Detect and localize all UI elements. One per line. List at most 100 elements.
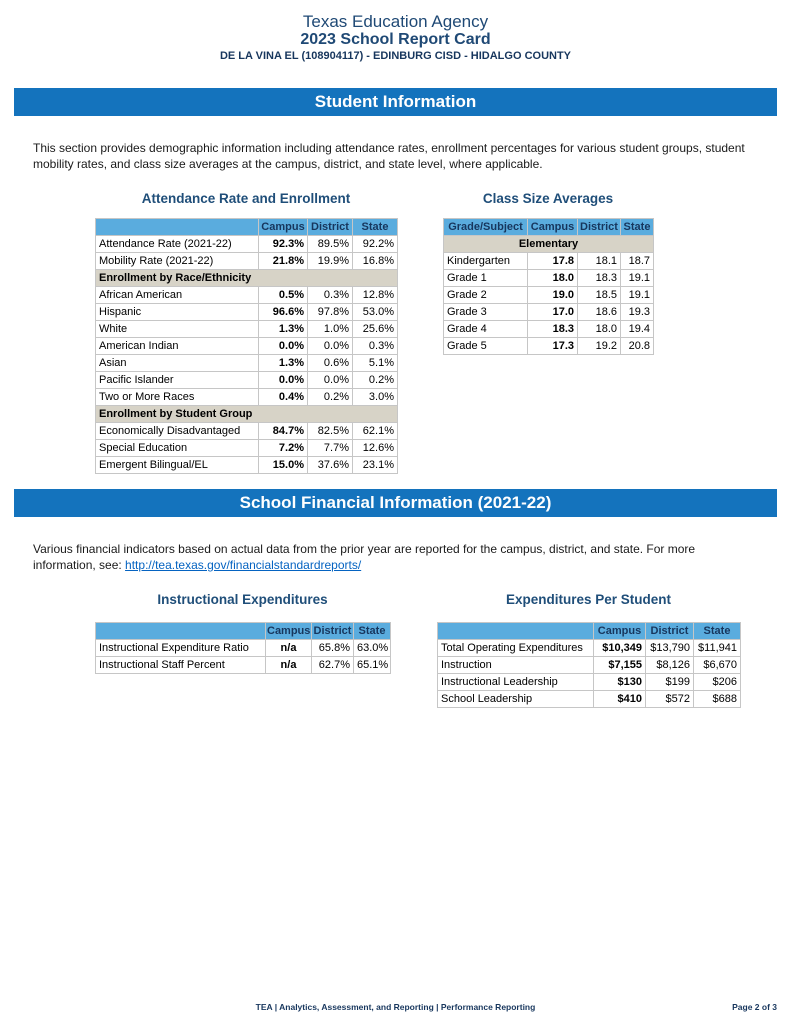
campus-value: n/a [265,639,312,657]
district-value: 1.0% [307,320,353,338]
column-header-blank [95,218,259,236]
agency-name: Texas Education Agency [302,12,489,31]
column-header-district: District [311,622,354,640]
campus-value: n/a [265,656,312,674]
state-value: 3.0% [352,388,398,406]
state-value: 20.8 [620,337,654,355]
table-row: Instruction $7,155 $8,126 $6,670 [437,656,741,674]
district-value: 65.8% [311,639,354,657]
state-value: 65.1% [353,656,391,674]
state-value: 25.6% [352,320,398,338]
district-value: 18.1 [577,252,621,270]
campus-value: 17.8 [527,252,578,270]
row-label: Mobility Rate (2021-22) [95,252,259,270]
expenditures-per-student-table: Campus District State Total Operating Expen… [437,622,741,708]
table-row: White 1.3% 1.0% 25.6% [95,320,398,338]
table-row: Total Operating Expenditures $10,349 $13,7… [437,639,741,657]
district-value: $199 [645,673,694,691]
row-label: School Leadership [437,690,594,708]
table-header-row: Grade/Subject Campus District State [443,218,654,236]
state-value: 18.7 [620,252,654,270]
section-label: Elementary [443,235,654,253]
table-row: Pacific Islander 0.0% 0.0% 0.2% [95,371,398,389]
table-row: Two or More Races 0.4% 0.2% 3.0% [95,388,398,406]
campus-value: 18.3 [527,320,578,338]
campus-value: $7,155 [593,656,646,674]
column-header-district: District [577,218,621,236]
campus-value: $10,349 [593,639,646,657]
state-value: 0.3% [352,337,398,355]
row-label: African American [95,286,259,304]
row-label: Instructional Staff Percent [95,656,266,674]
state-value: $688 [693,690,741,708]
class-size-averages-table: Grade/Subject Campus District State Elementa… [443,218,654,355]
classsize-table-title: Class Size Averages [482,191,614,206]
state-value: 0.2% [352,371,398,389]
row-label: Grade 2 [443,286,528,304]
campus-value: 84.7% [258,422,308,440]
row-label: American Indian [95,337,259,355]
section-label: Enrollment by Student Group [95,405,398,423]
row-label: Instruction [437,656,594,674]
table-row: Mobility Rate (2021-22) 21.8% 19.9% 16.8% [95,252,398,270]
section-label: Enrollment by Race/Ethnicity [95,269,398,287]
campus-value: 15.0% [258,456,308,474]
district-value: 19.2 [577,337,621,355]
column-header-grade-subject: Grade/Subject [443,218,528,236]
campus-value: 0.0% [258,371,308,389]
district-value: 62.7% [311,656,354,674]
table-row: African American 0.5% 0.3% 12.8% [95,286,398,304]
instructional-expenditures-table: Campus District State Instructional Expendi… [95,622,391,674]
row-label: Asian [95,354,259,372]
state-value: 19.4 [620,320,654,338]
financial-reports-link[interactable]: http://tea.texas.gov/financialstandardre… [125,558,362,572]
state-value: 63.0% [353,639,391,657]
section-row: Elementary [443,235,654,253]
document-header: Texas Education Agency 2023 School Repor… [0,12,791,64]
table-header-row: Campus District State [437,622,741,640]
state-value: 62.1% [352,422,398,440]
table-row: Grade 5 17.3 19.2 20.8 [443,337,654,355]
column-header-state: State [353,622,391,640]
table-row: Instructional Staff Percent n/a 62.7% 65.1% [95,656,391,674]
row-label: Special Education [95,439,259,457]
column-header-state: State [620,218,654,236]
column-header-state: State [352,218,398,236]
table-row: Economically Disadvantaged 84.7% 82.5% 62.1… [95,422,398,440]
column-header-district: District [307,218,353,236]
state-value: 53.0% [352,303,398,321]
row-label: Total Operating Expenditures [437,639,594,657]
state-value: 19.3 [620,303,654,321]
table-row: Attendance Rate (2021-22) 92.3% 89.5% 92.2% [95,235,398,253]
state-value: 12.8% [352,286,398,304]
state-value: 92.2% [352,235,398,253]
district-value: $572 [645,690,694,708]
student-information-banner: Student Information [14,88,777,116]
table-row: Instructional Expenditure Ratio n/a 65.8% 6… [95,639,391,657]
state-value: 19.1 [620,286,654,304]
attendance-enrollment-table: Campus District State Attendance Rate (2021… [95,218,398,474]
campus-value: 0.4% [258,388,308,406]
state-value: $206 [693,673,741,691]
campus-value: $410 [593,690,646,708]
financial-information-banner: School Financial Information (2021-22) [14,489,777,517]
table-row: Grade 2 19.0 18.5 19.1 [443,286,654,304]
campus-value: 92.3% [258,235,308,253]
campus-value: 21.8% [258,252,308,270]
campus-value: 18.0 [527,269,578,287]
table-row: Special Education 7.2% 7.7% 12.6% [95,439,398,457]
financial-intro-text: Various financial indicators based on ac… [33,542,696,572]
row-label: White [95,320,259,338]
row-label: Kindergarten [443,252,528,270]
row-label: Two or More Races [95,388,259,406]
column-header-campus: Campus [265,622,312,640]
table-header-row: Campus District State [95,622,391,640]
financial-section-intro: Various financial indicators based on ac… [33,541,760,573]
row-label: Emergent Bilingual/EL [95,456,259,474]
table-row: Emergent Bilingual/EL 15.0% 37.6% 23.1% [95,456,398,474]
district-value: 82.5% [307,422,353,440]
district-value: 18.5 [577,286,621,304]
section-row: Enrollment by Race/Ethnicity [95,269,398,287]
campus-value: 7.2% [258,439,308,457]
